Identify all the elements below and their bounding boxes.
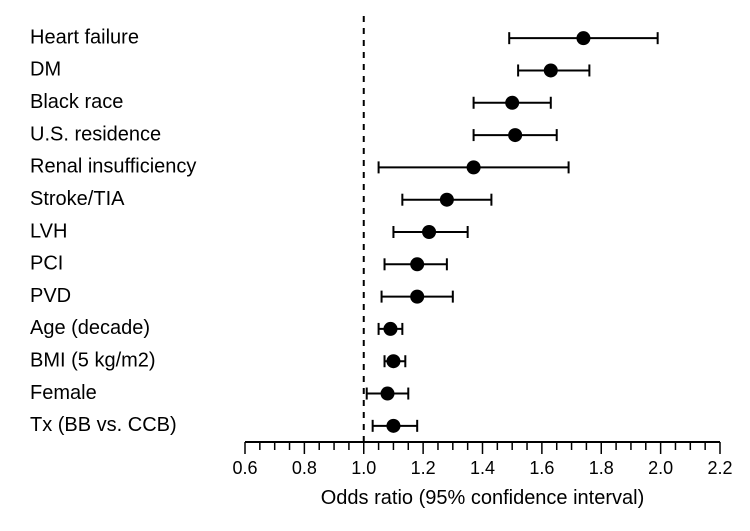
or-point — [508, 128, 522, 142]
or-point — [544, 63, 558, 77]
row-label: Stroke/TIA — [30, 188, 125, 210]
or-point — [467, 160, 481, 174]
x-tick-label: 0.8 — [292, 458, 317, 478]
x-axis-label: Odds ratio (95% confidence interval) — [321, 487, 645, 509]
row-label: BMI (5 kg/m2) — [30, 350, 156, 372]
or-point — [386, 419, 400, 433]
x-tick-label: 1.0 — [351, 458, 376, 478]
x-tick-label: 2.2 — [707, 458, 732, 478]
row-label: Heart failure — [30, 26, 139, 48]
row-label: Renal insufficiency — [30, 156, 196, 178]
or-point — [386, 354, 400, 368]
row-label: U.S. residence — [30, 123, 161, 145]
x-tick-label: 1.4 — [470, 458, 495, 478]
or-point — [505, 96, 519, 110]
x-tick-label: 1.2 — [411, 458, 436, 478]
or-point — [383, 322, 397, 336]
or-point — [440, 193, 454, 207]
x-tick-label: 0.6 — [232, 458, 257, 478]
chart-svg: 0.6 0.8 1.0 1.2 1.4 1.6 1.8 2.0 2.2 Odds ratio (9… — [0, 0, 750, 531]
or-point — [410, 290, 424, 304]
row-label: Female — [30, 382, 97, 404]
row-label: Tx (BB vs. CCB) — [30, 414, 177, 436]
row-label: Black race — [30, 91, 123, 113]
row-label: Age (decade) — [30, 317, 150, 339]
row-label: PCI — [30, 253, 63, 275]
x-tick-label: 1.6 — [529, 458, 554, 478]
or-point — [410, 257, 424, 271]
forest-plot: 0.6 0.8 1.0 1.2 1.4 1.6 1.8 2.0 2.2 Odds ratio (9… — [0, 0, 750, 531]
or-point — [576, 31, 590, 45]
or-point — [422, 225, 436, 239]
or-point — [381, 387, 395, 401]
x-tick-label: 2.0 — [648, 458, 673, 478]
row-label: DM — [30, 59, 61, 81]
row-label: PVD — [30, 285, 71, 307]
row-label: LVH — [30, 220, 67, 242]
x-tick-label: 1.8 — [589, 458, 614, 478]
